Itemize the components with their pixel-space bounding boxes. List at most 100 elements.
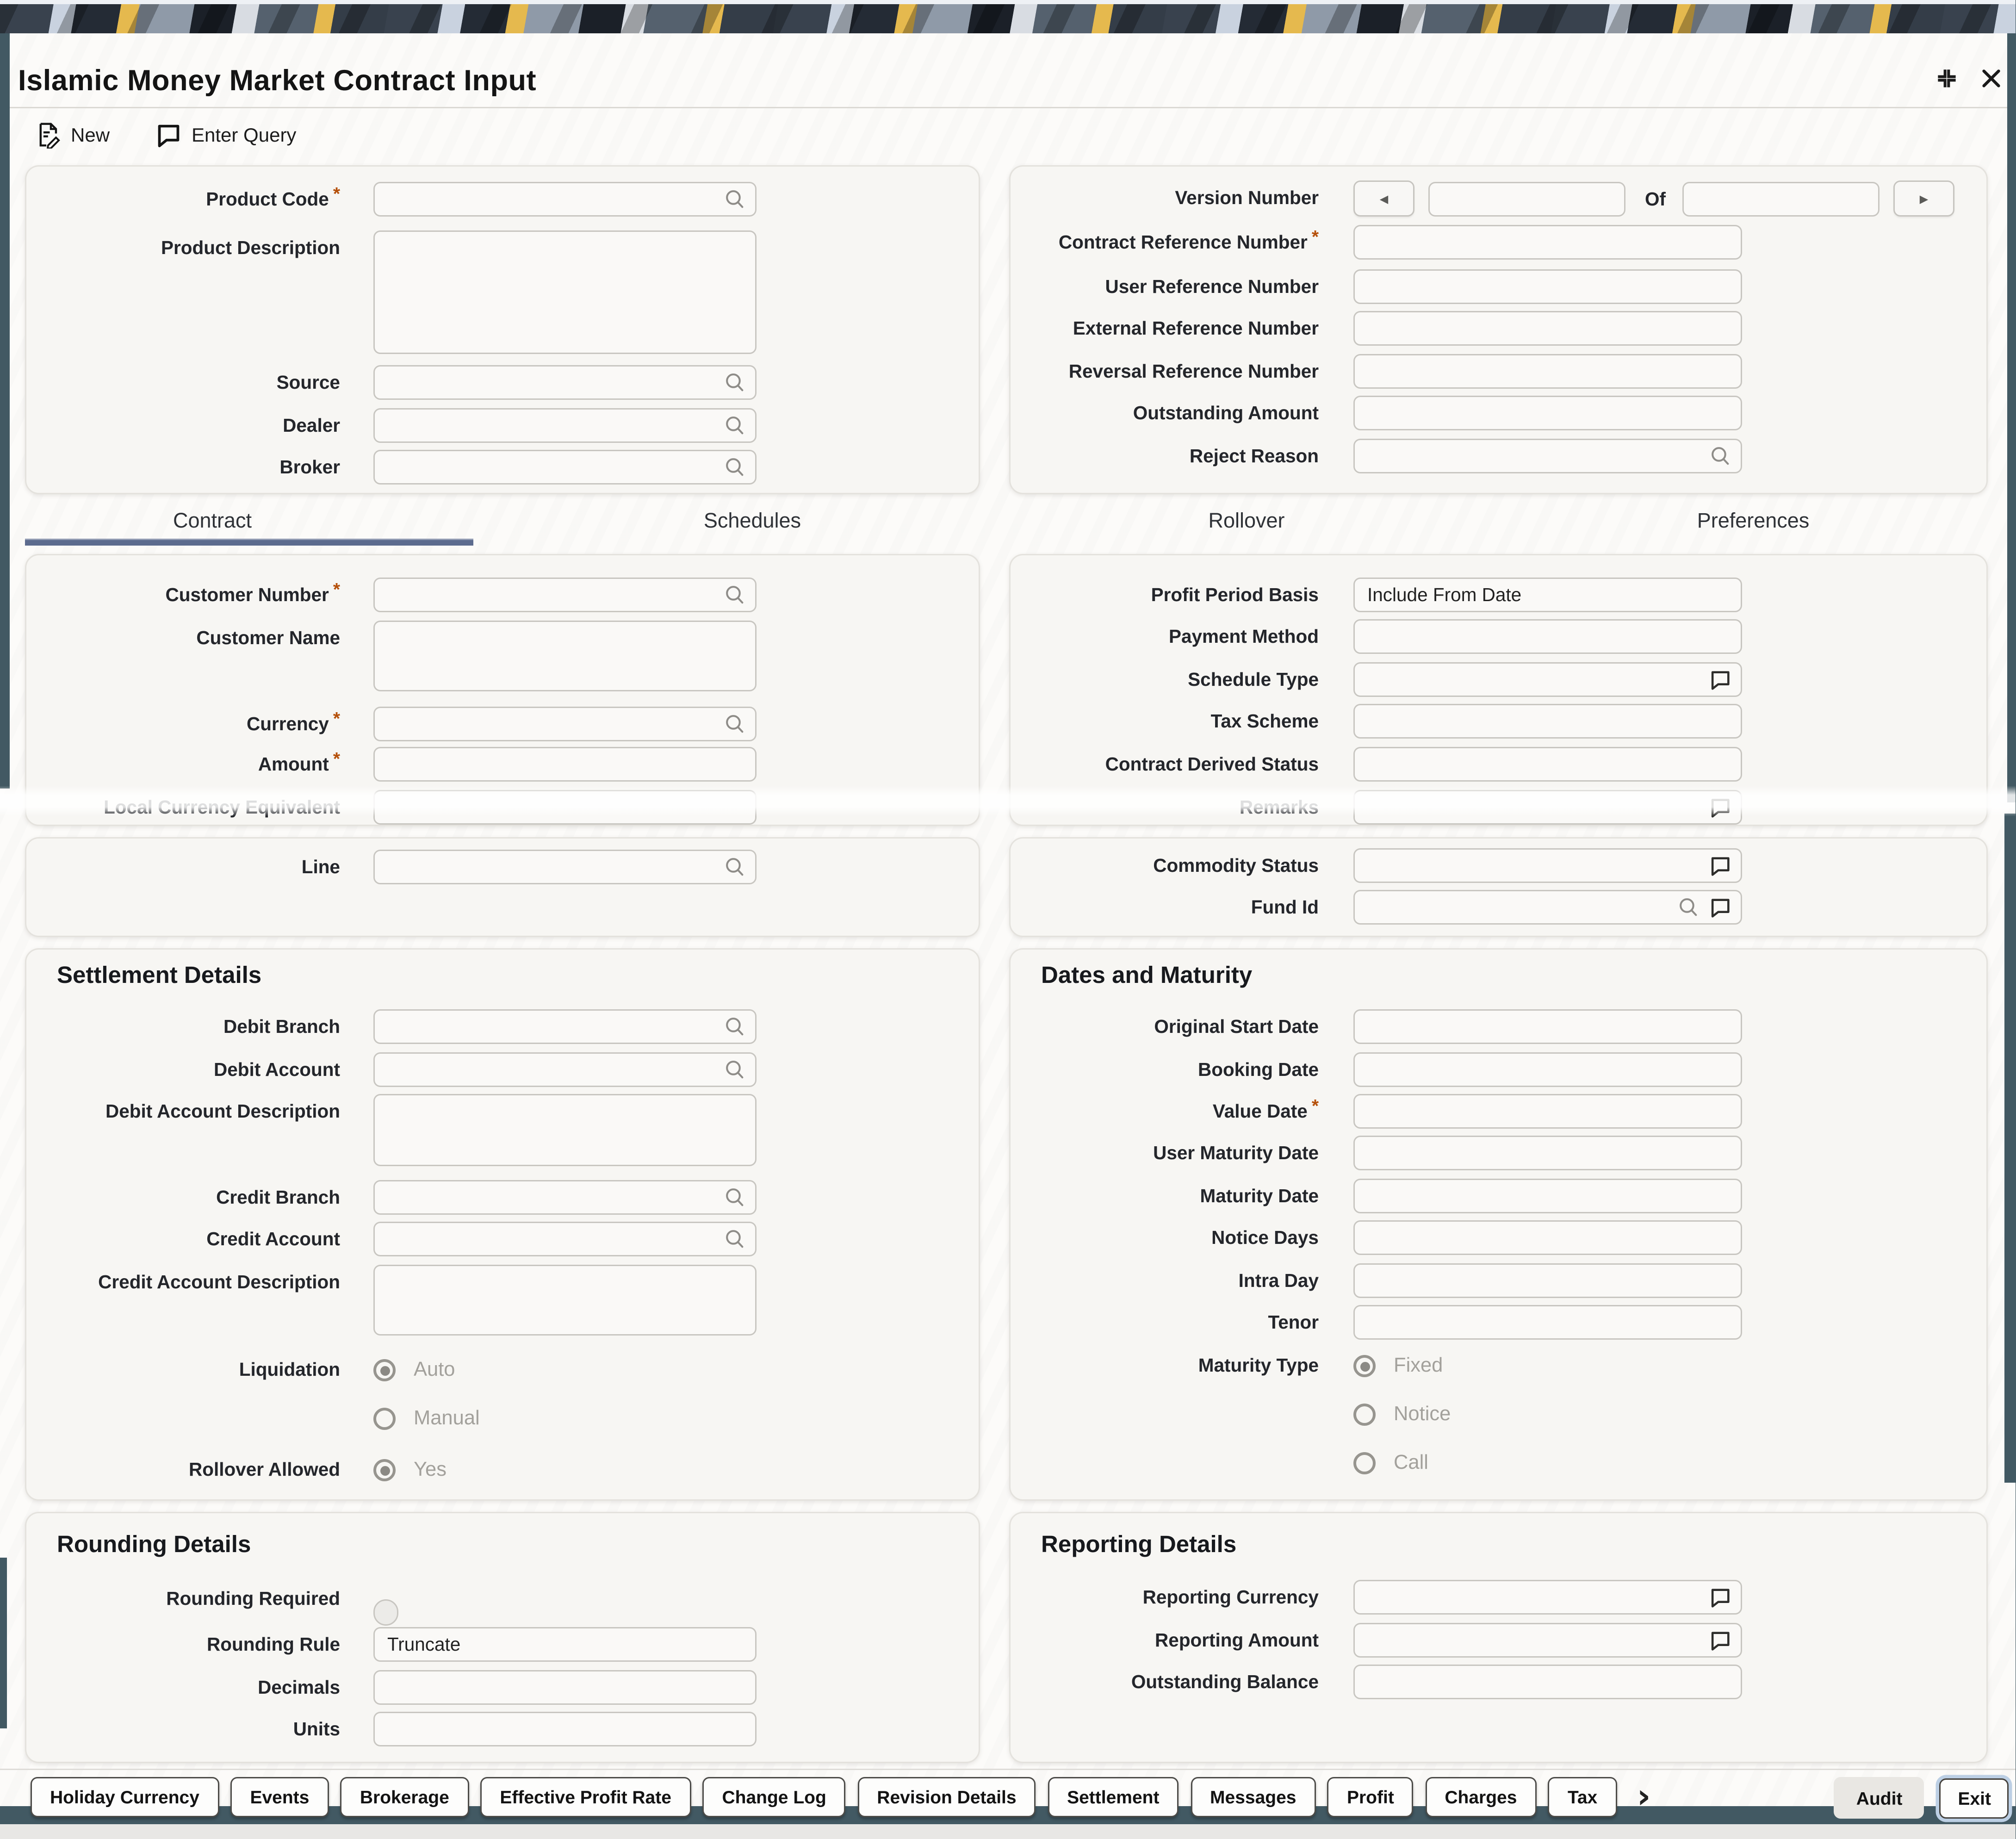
reporting-amount-comment-icon[interactable] [1709,1628,1732,1652]
credit-branch-search-icon[interactable] [723,1186,747,1209]
maturity-type-fixed-radio[interactable] [1353,1355,1376,1377]
credit-account-description-input[interactable] [373,1265,757,1336]
payment-method-input[interactable] [1353,619,1742,654]
credit-account-label: Credit Account [206,1228,340,1249]
new-button[interactable]: New [36,119,110,150]
booking-date-input[interactable] [1353,1052,1742,1087]
decimals-input[interactable] [373,1670,757,1705]
charges-button[interactable]: Charges [1425,1777,1537,1817]
credit-account-search-icon[interactable] [723,1227,747,1251]
reporting-currency-label: Reporting Currency [1142,1586,1319,1607]
restore-window-icon[interactable] [1935,67,1959,90]
credit-account-input[interactable] [373,1222,757,1256]
messages-button[interactable]: Messages [1191,1777,1316,1817]
source-search-icon[interactable] [723,371,747,394]
contract-reference-number-input[interactable] [1353,225,1742,260]
customer-number-input[interactable] [373,578,757,612]
more-buttons-chevron-icon[interactable]: › [1637,1777,1651,1816]
close-icon[interactable] [1979,67,2003,90]
outstanding-balance-input[interactable] [1353,1665,1742,1699]
original-start-date-input[interactable] [1353,1009,1742,1044]
maturity-type-notice-radio[interactable] [1353,1404,1376,1426]
product-code-input[interactable] [373,182,757,217]
change-log-button[interactable]: Change Log [702,1777,846,1817]
holiday-currency-button[interactable]: Holiday Currency [31,1777,219,1817]
tenor-input[interactable] [1353,1305,1742,1340]
fund-id-search-icon[interactable] [1677,895,1700,919]
commodity-status-input[interactable] [1353,848,1742,883]
fund-id-input[interactable] [1353,890,1742,925]
broker-search-icon[interactable] [723,455,747,479]
tab-contract[interactable]: Contract [173,509,252,533]
version-number-input[interactable] [1428,181,1625,216]
debit-branch-search-icon[interactable] [723,1015,747,1038]
currency-search-icon[interactable] [723,712,747,736]
reporting-amount-input[interactable] [1353,1623,1742,1658]
rounding-details-title: Rounding Details [57,1531,251,1558]
settlement-button[interactable]: Settlement [1048,1777,1179,1817]
currency-input[interactable] [373,707,757,741]
line-input[interactable] [373,850,757,884]
intra-day-input[interactable] [1353,1263,1742,1298]
reporting-currency-input[interactable] [1353,1580,1742,1615]
dealer-input[interactable] [373,408,757,443]
audit-button[interactable]: Audit [1834,1777,1925,1819]
tab-preferences[interactable]: Preferences [1697,509,1810,533]
commodity-status-comment-icon[interactable] [1709,854,1732,877]
user-reference-number-input[interactable] [1353,269,1742,304]
source-input[interactable] [373,365,757,400]
outstanding-amount-input[interactable] [1353,396,1742,430]
line-search-icon[interactable] [723,855,747,879]
debit-account-search-icon[interactable] [723,1058,747,1081]
customer-number-search-icon[interactable] [723,583,747,607]
rounding-rule-input[interactable] [373,1627,757,1662]
dealer-search-icon[interactable] [723,414,747,437]
reporting-currency-comment-icon[interactable] [1709,1585,1732,1609]
version-total-input[interactable] [1682,181,1880,216]
effective-profit-rate-button[interactable]: Effective Profit Rate [480,1777,691,1817]
broker-input[interactable] [373,450,757,485]
fund-id-comment-icon[interactable] [1709,895,1732,919]
contract-derived-status-input[interactable] [1353,747,1742,782]
units-input[interactable] [373,1712,757,1746]
desktop-edge-left-lower [0,1558,7,1728]
tab-rollover[interactable]: Rollover [1208,509,1285,533]
product-code-search-icon[interactable] [723,187,747,211]
version-next-button[interactable]: ▶ [1893,180,1954,217]
revision-details-button[interactable]: Revision Details [857,1777,1036,1817]
product-description-input[interactable] [373,230,757,354]
events-button[interactable]: Events [230,1777,329,1817]
user-maturity-date-input[interactable] [1353,1136,1742,1170]
customer-name-input[interactable] [373,621,757,691]
rollover-allowed-yes-radio[interactable] [373,1459,396,1481]
credit-branch-input[interactable] [373,1180,757,1215]
reject-reason-search-icon[interactable] [1709,444,1732,468]
tax-button[interactable]: Tax [1548,1777,1617,1817]
exit-button[interactable]: Exit [1940,1777,2009,1818]
debit-account-description-input[interactable] [373,1094,757,1166]
tab-schedules[interactable]: Schedules [703,509,801,533]
maturity-type-call-radio[interactable] [1353,1452,1376,1474]
rollover-allowed-label: Rollover Allowed [188,1459,340,1480]
required-marker: * [333,707,340,728]
liquidation-auto-radio[interactable] [373,1359,396,1381]
liquidation-manual-radio[interactable] [373,1408,396,1430]
profit-period-basis-input[interactable] [1353,578,1742,612]
external-reference-number-input[interactable] [1353,311,1742,346]
tax-scheme-input[interactable] [1353,704,1742,739]
debit-account-input[interactable] [373,1052,757,1087]
intra-day-label: Intra Day [1238,1269,1319,1291]
schedule-type-input[interactable] [1353,662,1742,697]
value-date-input[interactable] [1353,1094,1742,1129]
maturity-date-input[interactable] [1353,1179,1742,1213]
reject-reason-input[interactable] [1353,439,1742,473]
enter-query-button[interactable]: Enter Query [155,119,296,150]
notice-days-input[interactable] [1353,1220,1742,1255]
version-previous-button[interactable]: ◀ [1353,180,1414,217]
debit-branch-input[interactable] [373,1009,757,1044]
profit-button[interactable]: Profit [1327,1777,1414,1817]
reversal-reference-number-input[interactable] [1353,354,1742,389]
brokerage-button[interactable]: Brokerage [340,1777,469,1817]
schedule-type-comment-icon[interactable] [1709,668,1732,691]
amount-input[interactable] [373,747,757,782]
